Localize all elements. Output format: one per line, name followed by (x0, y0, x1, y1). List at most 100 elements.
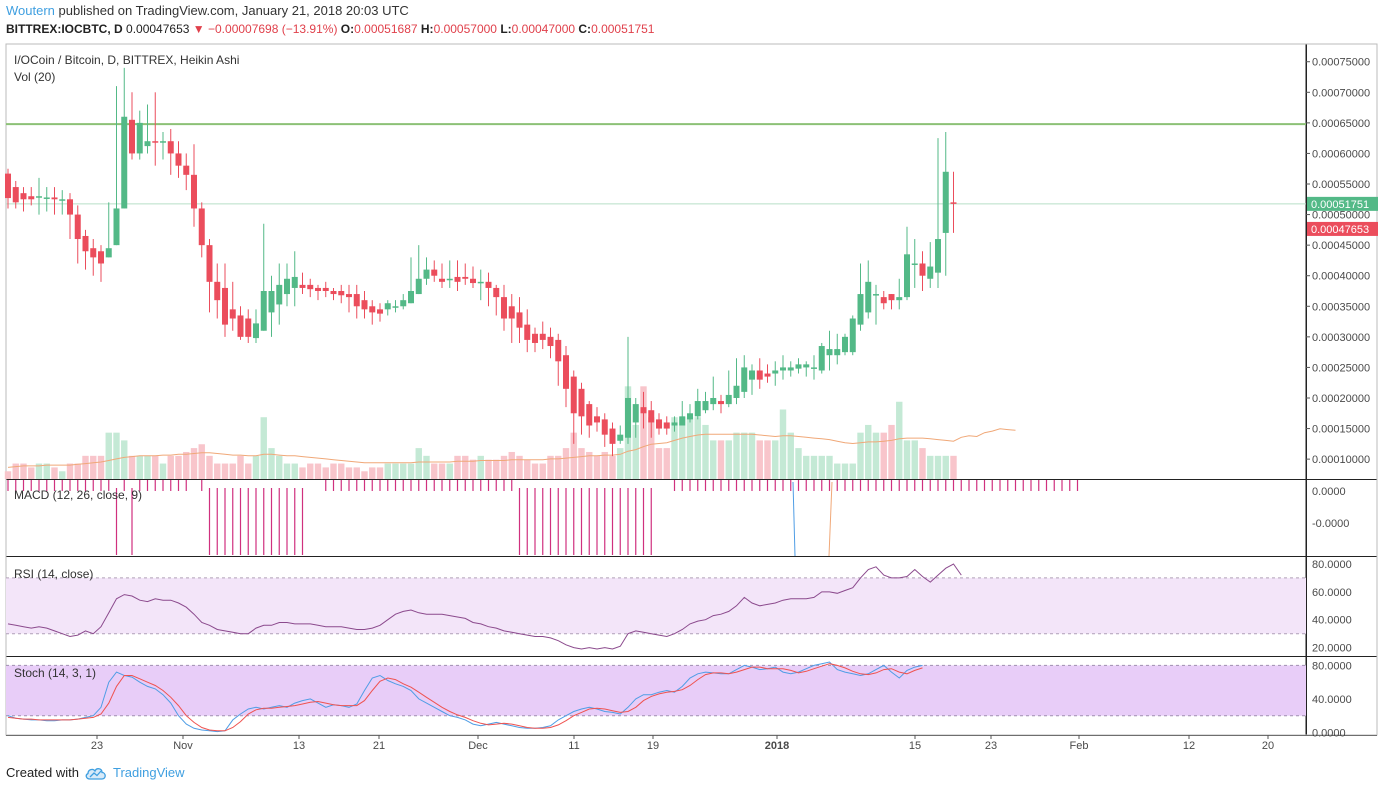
candle-body (586, 404, 593, 426)
volume-bar (655, 448, 663, 479)
candle-body (725, 394, 732, 405)
volume-bar (245, 463, 252, 479)
change-value: −0.00007698 (−13.91%) (208, 22, 338, 36)
volume-bar (252, 455, 260, 479)
candle-body (578, 388, 585, 417)
candle-body (5, 173, 11, 199)
candle-body (563, 355, 569, 389)
macd-signal-line (828, 481, 833, 557)
candle-body (431, 269, 438, 276)
time-tick-label: 20 (1262, 740, 1274, 752)
price-tick-label: 0.00055000 (1312, 179, 1370, 191)
candle-body (857, 294, 864, 325)
candle-body (570, 376, 577, 414)
volume-bar (361, 471, 368, 479)
candle-body (338, 290, 345, 296)
candle-body (702, 401, 709, 411)
price-tick-label: 0.00035000 (1312, 301, 1370, 313)
stoch-d-line (7, 663, 923, 732)
stoch-tick-label: 40.0000 (1312, 694, 1352, 706)
volume-bar (221, 463, 229, 479)
price-tick-label: 0.00060000 (1312, 148, 1370, 160)
candle-body (547, 336, 554, 347)
volume-bar (152, 455, 159, 479)
price-tick-label: 0.00050000 (1312, 210, 1370, 222)
volume-bar (919, 448, 926, 479)
rsi-tick-label: 20.0000 (1312, 643, 1352, 655)
time-tick-label: Feb (1070, 740, 1089, 752)
volume-bar (407, 463, 415, 479)
volume-bar (927, 455, 934, 479)
volume-bar (710, 440, 717, 479)
rsi-title: RSI (14, close) (14, 567, 93, 581)
volume-bar (764, 440, 771, 479)
price-tick-label: 0.00040000 (1312, 271, 1370, 283)
volume-bar (35, 463, 43, 479)
volume-bar (896, 401, 903, 479)
candle-body (214, 281, 221, 301)
volume-bar (810, 455, 818, 479)
candle-body (291, 276, 298, 288)
time-tick-label: 11 (568, 740, 579, 752)
volume-bar (741, 432, 748, 479)
volume-bar (609, 455, 616, 479)
candle-body (826, 349, 833, 356)
volume-bar (539, 463, 546, 479)
candle-body (198, 208, 205, 246)
tradingview-link[interactable]: TradingView (112, 765, 185, 780)
candle-body (229, 309, 236, 319)
candle-body (632, 404, 639, 423)
volume-bar (229, 463, 236, 479)
volume-bar (725, 440, 732, 479)
candle-body (555, 339, 562, 362)
volume-bar (198, 444, 205, 479)
low-label: L: (500, 22, 512, 36)
candle-body (780, 367, 786, 371)
candle-body (400, 300, 407, 307)
volume-bar (400, 463, 407, 479)
volume-bar (4, 471, 12, 479)
time-tick-label: 13 (293, 740, 305, 752)
volume-ma-line (7, 428, 1016, 468)
candle-body (516, 312, 523, 328)
stoch-title: Stoch (14, 3, 1) (14, 666, 96, 680)
volume-bar (12, 463, 19, 479)
volume-bar (524, 459, 531, 479)
volume-bar (237, 455, 244, 479)
candle-body (315, 287, 321, 291)
candle-body (749, 370, 755, 380)
candle-body (113, 208, 120, 246)
symbol-label: BITTREX:IOCBTC, D (6, 22, 123, 36)
candle-body (307, 284, 314, 290)
candle-body (873, 294, 879, 296)
candle-body (671, 422, 678, 426)
stoch-tick-label: 80.0000 (1312, 660, 1352, 672)
candle-body (834, 349, 841, 356)
candle-body (454, 276, 461, 282)
candle-body (795, 364, 802, 369)
volume-label: Vol (20) (14, 70, 55, 84)
open-value: 0.00051687 (354, 22, 418, 36)
candle-body (919, 263, 926, 276)
created-with-label: Created with (6, 765, 79, 780)
candle-body (82, 235, 89, 252)
volume-bar (59, 471, 66, 479)
volume-bar (888, 424, 895, 479)
candle-body (625, 397, 631, 438)
open-label: O: (340, 22, 355, 36)
candle-body (51, 197, 58, 200)
candle-body (656, 419, 662, 429)
time-tick-label: 12 (1183, 740, 1195, 752)
candle-body (470, 278, 476, 284)
volume-bar (880, 432, 887, 479)
volume-bar (663, 448, 670, 479)
candle-body (206, 245, 213, 282)
candle-body (74, 214, 81, 240)
candle-body (880, 297, 887, 304)
candle-body (733, 385, 740, 398)
author-link[interactable]: Woutern (6, 3, 55, 18)
candle-body (377, 309, 383, 314)
volume-bar (934, 455, 942, 479)
volume-bar (593, 455, 601, 479)
